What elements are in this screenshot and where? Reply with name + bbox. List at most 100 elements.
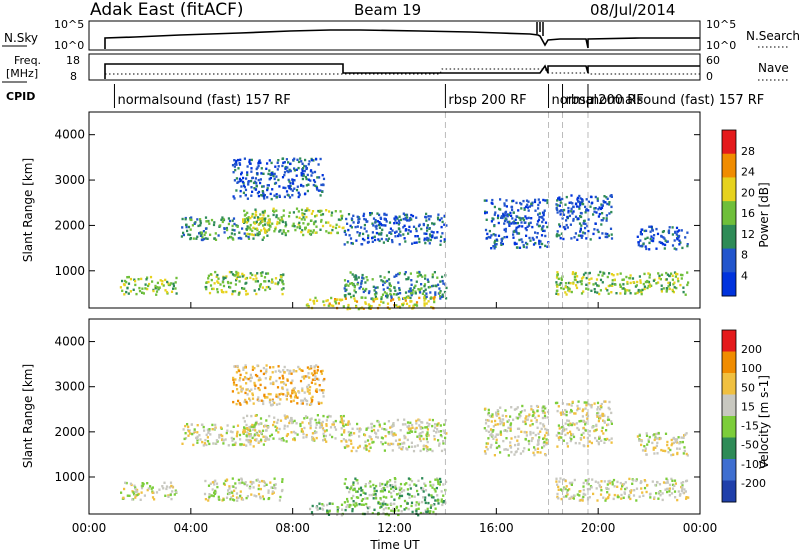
backscatter-cell (304, 228, 307, 231)
backscatter-cell (512, 199, 515, 203)
backscatter-cell (219, 433, 222, 437)
backscatter-cell (653, 452, 656, 455)
backscatter-cell (620, 487, 623, 491)
backscatter-cell (350, 485, 353, 488)
backscatter-cell (238, 280, 241, 283)
backscatter-cell (302, 173, 305, 176)
backscatter-cell (213, 282, 216, 285)
backscatter-cell (320, 389, 323, 392)
backscatter-cell (538, 224, 541, 228)
backscatter-cell (674, 482, 677, 485)
backscatter-cell (174, 287, 177, 290)
backscatter-cell (398, 233, 401, 236)
backscatter-cell (536, 451, 539, 454)
backscatter-cell (601, 204, 604, 207)
backscatter-cell (574, 272, 577, 276)
backscatter-cell (214, 232, 217, 235)
backscatter-cell (149, 485, 152, 488)
backscatter-cell (608, 493, 611, 496)
backscatter-cell (519, 411, 522, 414)
colorbar-tick-label: -50 (741, 439, 759, 452)
cpid-row: CPID normalsound (fast) 157 RF rbsp 200 R… (6, 84, 764, 108)
backscatter-cell (258, 430, 262, 433)
backscatter-cell (414, 290, 417, 293)
backscatter-cell (662, 243, 665, 246)
backscatter-cell (293, 438, 296, 442)
backscatter-cell (596, 415, 599, 418)
backscatter-cell (426, 238, 429, 241)
backscatter-cell (312, 229, 315, 232)
backscatter-cell (256, 191, 259, 195)
backscatter-cell (569, 422, 572, 425)
backscatter-cell (375, 231, 378, 235)
backscatter-cell (283, 365, 286, 369)
backscatter-cell (274, 277, 278, 280)
backscatter-cell (156, 281, 159, 285)
backscatter-cell (501, 414, 504, 417)
backscatter-cell (413, 483, 416, 486)
backscatter-cell (426, 440, 429, 444)
backscatter-cell (357, 276, 360, 279)
backscatter-cell (259, 422, 262, 425)
backscatter-cell (415, 509, 418, 513)
backscatter-cell (593, 288, 596, 291)
colorbar-segment (722, 394, 736, 417)
backscatter-cell (236, 432, 239, 435)
backscatter-cell (242, 431, 245, 434)
backscatter-cell (400, 510, 403, 513)
backscatter-cell (555, 434, 558, 437)
backscatter-cell (426, 278, 429, 281)
backscatter-cell (289, 162, 292, 166)
backscatter-cell (586, 224, 589, 228)
backscatter-cell (601, 426, 604, 429)
backscatter-cell (655, 444, 658, 448)
backscatter-cell (189, 233, 192, 237)
backscatter-cell (608, 272, 611, 275)
backscatter-cell (532, 410, 535, 414)
backscatter-cell (307, 304, 310, 308)
backscatter-cell (575, 286, 579, 290)
backscatter-cell (208, 428, 211, 431)
x-tick-label: 00:00 (72, 521, 107, 535)
freq-trace (104, 63, 700, 79)
backscatter-cell (164, 494, 167, 497)
backscatter-cell (434, 423, 437, 426)
backscatter-cell (640, 439, 643, 443)
backscatter-cell (665, 289, 668, 292)
backscatter-cell (321, 508, 325, 511)
backscatter-cell (684, 236, 687, 239)
backscatter-cell (364, 301, 367, 304)
backscatter-cell (231, 228, 234, 232)
backscatter-cell (346, 423, 349, 426)
backscatter-cell (325, 230, 328, 233)
backscatter-cell (537, 440, 540, 444)
backscatter-cell (222, 482, 226, 485)
backscatter-cell (598, 212, 601, 216)
backscatter-cell (673, 484, 676, 487)
backscatter-cell (658, 483, 662, 486)
backscatter-cell (558, 427, 561, 430)
backscatter-cell (404, 296, 407, 300)
backscatter-cell (557, 293, 560, 296)
backscatter-cell (282, 381, 285, 384)
backscatter-cell (537, 213, 540, 216)
backscatter-cell (523, 431, 526, 434)
backscatter-cell (510, 222, 513, 225)
backscatter-cell (584, 429, 587, 432)
backscatter-cell (309, 418, 312, 421)
backscatter-cell (308, 367, 311, 371)
backscatter-cell (336, 510, 339, 513)
backscatter-cell (530, 202, 533, 205)
backscatter-cell (570, 404, 573, 407)
backscatter-cell (320, 372, 323, 375)
backscatter-cell (682, 491, 685, 494)
backscatter-cell (293, 167, 296, 170)
backscatter-cell (349, 237, 353, 240)
backscatter-cell (560, 286, 563, 290)
backscatter-cell (431, 486, 434, 489)
backscatter-cell (542, 409, 545, 413)
backscatter-cell (531, 201, 534, 204)
backscatter-cell (266, 272, 270, 275)
backscatter-cell (643, 229, 646, 233)
backscatter-cell (682, 481, 685, 484)
